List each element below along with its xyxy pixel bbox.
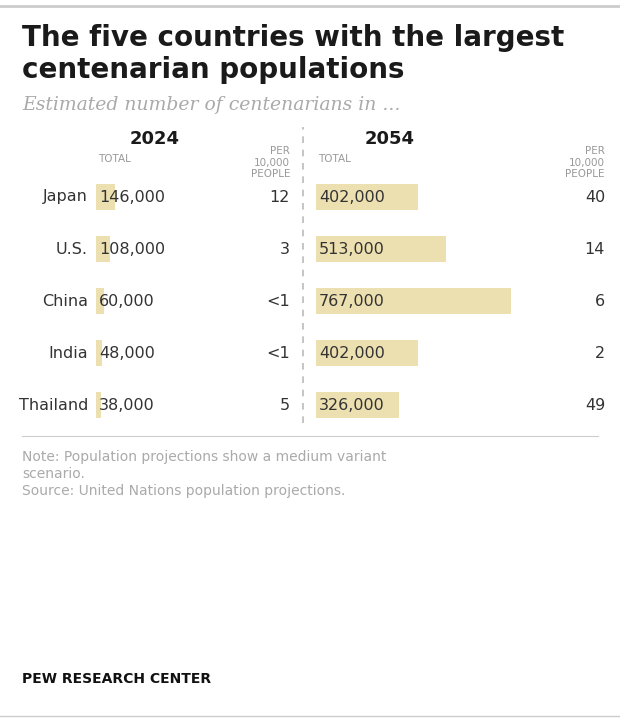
- Bar: [96, 288, 104, 314]
- Text: Estimated number of centenarians in ...: Estimated number of centenarians in ...: [22, 96, 401, 114]
- Bar: [96, 236, 110, 262]
- Text: Thailand: Thailand: [19, 397, 88, 413]
- Text: PER
10,000
PEOPLE: PER 10,000 PEOPLE: [565, 146, 605, 180]
- Text: 5: 5: [280, 397, 290, 413]
- Bar: [316, 236, 446, 262]
- Bar: [316, 184, 418, 210]
- Text: 12: 12: [270, 190, 290, 204]
- Text: 513,000: 513,000: [319, 242, 385, 256]
- Text: <1: <1: [266, 345, 290, 361]
- Text: PEW RESEARCH CENTER: PEW RESEARCH CENTER: [22, 672, 211, 686]
- Text: 14: 14: [585, 242, 605, 256]
- Bar: [96, 340, 102, 366]
- Text: U.S.: U.S.: [56, 242, 88, 256]
- Text: 2054: 2054: [365, 130, 415, 148]
- Text: TOTAL: TOTAL: [98, 154, 131, 164]
- Text: 2024: 2024: [130, 130, 180, 148]
- Text: 3: 3: [280, 242, 290, 256]
- Text: 146,000: 146,000: [99, 190, 165, 204]
- Text: India: India: [48, 345, 88, 361]
- Text: 6: 6: [595, 293, 605, 308]
- Text: The five countries with the largest
centenarian populations: The five countries with the largest cent…: [22, 24, 564, 85]
- Text: PER
10,000
PEOPLE: PER 10,000 PEOPLE: [250, 146, 290, 180]
- Text: 767,000: 767,000: [319, 293, 385, 308]
- Text: 40: 40: [585, 190, 605, 204]
- Text: Source: United Nations population projections.: Source: United Nations population projec…: [22, 484, 345, 498]
- Text: <1: <1: [266, 293, 290, 308]
- Bar: [96, 392, 101, 418]
- Text: 402,000: 402,000: [319, 190, 385, 204]
- Text: Japan: Japan: [43, 190, 88, 204]
- Text: 108,000: 108,000: [99, 242, 165, 256]
- Bar: [96, 184, 115, 210]
- Bar: [316, 340, 418, 366]
- Bar: [316, 392, 399, 418]
- Text: TOTAL: TOTAL: [318, 154, 351, 164]
- Text: Note: Population projections show a medium variant: Note: Population projections show a medi…: [22, 450, 386, 464]
- Bar: [316, 288, 511, 314]
- Text: 49: 49: [585, 397, 605, 413]
- Text: 402,000: 402,000: [319, 345, 385, 361]
- Text: 48,000: 48,000: [99, 345, 155, 361]
- Text: 60,000: 60,000: [99, 293, 155, 308]
- Text: 38,000: 38,000: [99, 397, 155, 413]
- Text: scenario.: scenario.: [22, 467, 85, 481]
- Text: 326,000: 326,000: [319, 397, 385, 413]
- Text: China: China: [42, 293, 88, 308]
- Text: 2: 2: [595, 345, 605, 361]
